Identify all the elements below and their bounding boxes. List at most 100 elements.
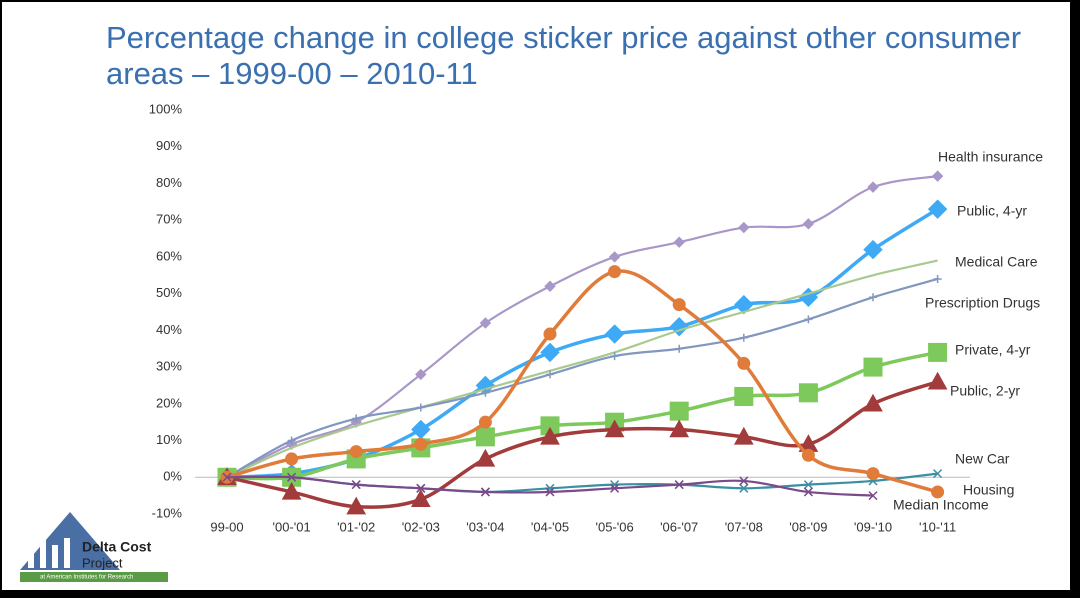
series-label: Prescription Drugs	[925, 295, 1040, 311]
marker	[863, 393, 883, 412]
marker	[604, 419, 625, 438]
marker	[349, 445, 363, 459]
y-tick-label: 50%	[156, 285, 182, 300]
x-tick-label: '09-'10	[854, 519, 892, 534]
marker	[927, 371, 948, 390]
marker	[416, 483, 426, 493]
marker	[733, 426, 754, 445]
marker	[475, 427, 495, 447]
y-tick-label: 0%	[163, 469, 182, 484]
marker	[543, 327, 557, 341]
marker	[545, 487, 555, 497]
marker	[866, 467, 880, 481]
series-line	[226, 259, 938, 479]
marker	[734, 294, 754, 315]
y-tick-label: 10%	[156, 432, 182, 447]
marker	[798, 383, 818, 403]
marker	[411, 419, 431, 440]
marker	[410, 489, 431, 508]
x-tick-label: '01-'02	[337, 519, 375, 534]
x-tick-label: '04-'05	[531, 519, 569, 534]
marker	[416, 403, 425, 412]
y-tick-label: 60%	[156, 248, 182, 263]
y-tick-label: 100%	[149, 101, 183, 116]
marker	[608, 251, 621, 263]
marker	[738, 221, 750, 234]
marker	[540, 426, 560, 445]
marker	[478, 415, 492, 429]
x-tick-label: '06-'07	[660, 519, 698, 534]
series-label: Public, 4-yr	[957, 203, 1027, 219]
x-tick-label: '03-'04	[466, 519, 504, 534]
series-line	[226, 175, 938, 479]
logo: Delta Cost Project at American Institute…	[20, 512, 168, 582]
y-tick-label: 30%	[156, 359, 182, 374]
logo-bar	[52, 545, 58, 568]
marker	[480, 487, 490, 497]
marker	[804, 315, 813, 324]
logo-bar	[28, 548, 34, 568]
marker	[610, 352, 619, 361]
marker	[222, 472, 232, 482]
marker	[352, 414, 361, 423]
marker	[869, 293, 877, 302]
series-line	[226, 350, 938, 481]
series-label: Health insurance	[938, 149, 1043, 165]
marker	[546, 370, 554, 379]
logo-band	[20, 572, 168, 582]
marker	[540, 342, 560, 363]
marker	[610, 483, 620, 493]
series-line	[226, 207, 939, 480]
marker	[801, 448, 815, 462]
series-label: Private, 4-yr	[955, 342, 1031, 358]
y-tick-label: 90%	[156, 138, 182, 153]
marker	[669, 419, 690, 438]
marker	[608, 265, 622, 279]
x-tick-label: '10-'11	[919, 519, 956, 534]
x-tick-label: '07-'08	[725, 519, 763, 534]
logo-text: at American Institutes for Research	[40, 575, 133, 581]
marker	[739, 483, 749, 493]
chart-title: Percentage change in college sticker pri…	[106, 20, 1022, 91]
marker	[604, 324, 625, 344]
series-label: Medical Care	[955, 254, 1038, 270]
marker	[739, 476, 749, 486]
marker	[803, 480, 813, 490]
marker	[674, 480, 684, 490]
marker	[737, 356, 751, 370]
marker	[868, 491, 878, 501]
series-label: Median Income	[893, 497, 989, 513]
series-label: Housing	[963, 482, 1014, 498]
marker	[479, 317, 492, 329]
marker	[287, 472, 297, 482]
marker	[287, 436, 296, 445]
logo-text: Project	[82, 555, 123, 570]
x-tick-label: 99-00	[210, 519, 243, 534]
logo-bar	[64, 538, 70, 568]
x-tick-label: '08-'09	[789, 519, 827, 534]
marker	[672, 298, 686, 312]
marker	[803, 487, 813, 497]
marker	[673, 236, 685, 248]
y-tick-label: 80%	[156, 175, 182, 190]
x-tick-label: '05-'06	[595, 519, 633, 534]
marker	[669, 401, 689, 421]
marker	[863, 239, 883, 260]
y-tick-label: -10%	[152, 505, 183, 520]
logo-bar	[40, 540, 46, 568]
series-label: Public, 2-yr	[950, 383, 1020, 399]
marker	[675, 344, 684, 353]
marker	[933, 469, 943, 479]
y-tick-label: 40%	[156, 322, 182, 337]
x-tick-label: '02-'03	[402, 519, 440, 534]
marker	[281, 481, 302, 500]
marker	[346, 496, 367, 515]
series-label: New Car	[955, 451, 1010, 467]
series-line	[226, 380, 939, 509]
marker	[415, 368, 427, 381]
marker	[867, 181, 879, 193]
x-tick-label: '00-'01	[272, 519, 310, 534]
marker	[933, 274, 942, 283]
